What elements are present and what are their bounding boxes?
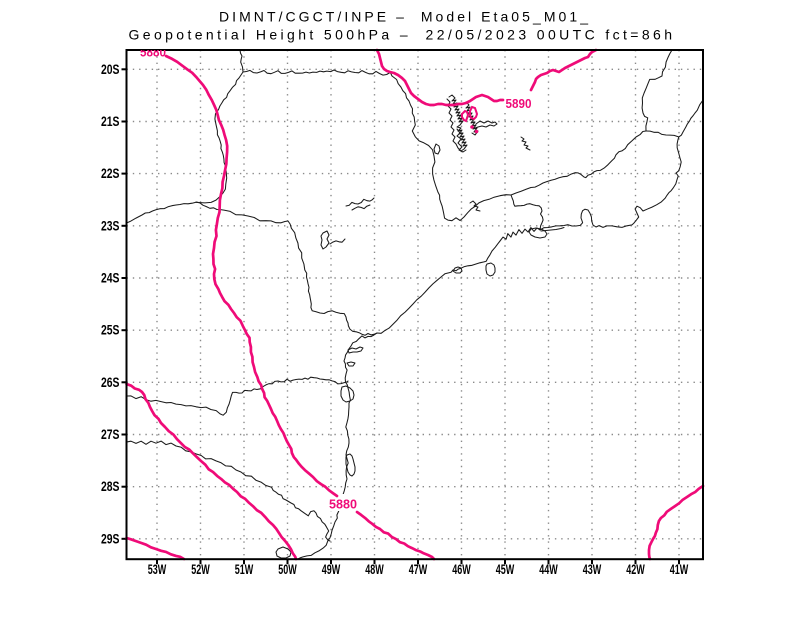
svg-text:5890: 5890 bbox=[506, 96, 532, 111]
svg-text:5880: 5880 bbox=[140, 45, 166, 60]
svg-text:25S: 25S bbox=[101, 323, 120, 338]
svg-text:42W: 42W bbox=[626, 562, 645, 577]
svg-text:49W: 49W bbox=[322, 562, 341, 577]
svg-text:28S: 28S bbox=[101, 479, 120, 494]
svg-text:26S: 26S bbox=[101, 375, 120, 390]
svg-text:43W: 43W bbox=[583, 562, 602, 577]
svg-text:27S: 27S bbox=[101, 427, 120, 442]
svg-text:48W: 48W bbox=[365, 562, 384, 577]
svg-text:50W: 50W bbox=[278, 562, 297, 577]
svg-text:47W: 47W bbox=[409, 562, 428, 577]
svg-text:52W: 52W bbox=[191, 562, 210, 577]
svg-text:DIMNT/CGCT/INPE – Model Eta05: DIMNT/CGCT/INPE – Model Eta05_M01_ bbox=[219, 9, 588, 25]
svg-text:29S: 29S bbox=[101, 531, 120, 546]
svg-text:44W: 44W bbox=[539, 562, 558, 577]
svg-text:51W: 51W bbox=[235, 562, 254, 577]
svg-text:53W: 53W bbox=[148, 562, 167, 577]
svg-text:20S: 20S bbox=[101, 62, 120, 77]
svg-text:41W: 41W bbox=[670, 562, 689, 577]
svg-text:23S: 23S bbox=[101, 218, 120, 233]
svg-text:21S: 21S bbox=[101, 114, 120, 129]
svg-text:Geopotential Height 500hPa –: Geopotential Height 500hPa – 22/05/2023 … bbox=[129, 27, 672, 43]
svg-text:45W: 45W bbox=[496, 562, 515, 577]
svg-text:22S: 22S bbox=[101, 166, 120, 181]
svg-text:24S: 24S bbox=[101, 271, 120, 286]
svg-text:5880: 5880 bbox=[329, 497, 357, 512]
svg-text:46W: 46W bbox=[452, 562, 471, 577]
